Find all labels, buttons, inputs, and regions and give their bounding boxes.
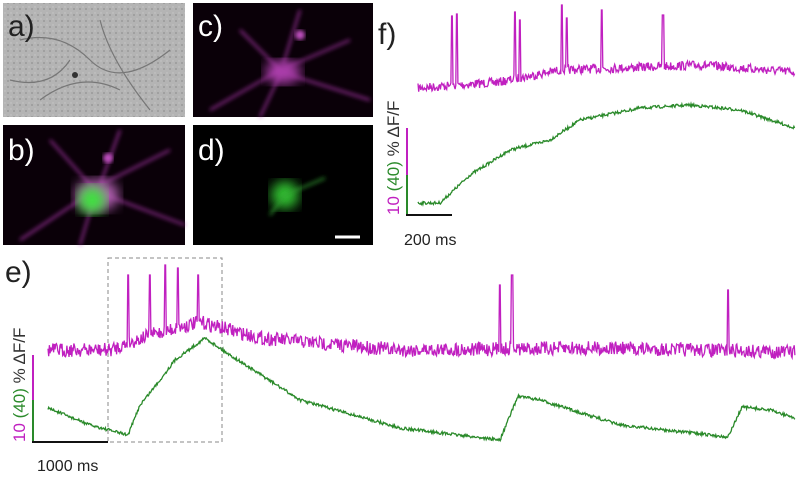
trace	[47, 336, 796, 443]
panel-label: e)	[5, 256, 32, 289]
panel-label: a)	[8, 10, 35, 43]
panel-d-image	[193, 125, 373, 245]
panel-label: d)	[198, 134, 225, 167]
unit: % ΔF/F	[10, 328, 29, 384]
scale-magenta: 10	[10, 423, 29, 442]
trace	[47, 264, 796, 361]
traces	[47, 4, 796, 443]
trace	[417, 4, 796, 93]
panel-c-image	[193, 3, 373, 118]
panel-label: f)	[378, 18, 396, 51]
panel-label: c)	[198, 10, 223, 43]
y-scale-label: 10 (40) % ΔF/F	[10, 328, 29, 442]
y-scale-label: 10 (40) % ΔF/F	[384, 101, 403, 215]
scale-magenta: 10	[384, 196, 403, 215]
panel-b-image	[3, 125, 186, 246]
unit: % ΔF/F	[384, 101, 403, 157]
panel-a-image	[3, 3, 185, 117]
scale-green: (40)	[384, 161, 403, 191]
scale-green: (40)	[10, 388, 29, 418]
trace	[417, 101, 796, 207]
scale-label: 200 ms	[404, 232, 456, 249]
panel-label: b)	[8, 134, 35, 167]
scale-label: 1000 ms	[37, 458, 98, 475]
